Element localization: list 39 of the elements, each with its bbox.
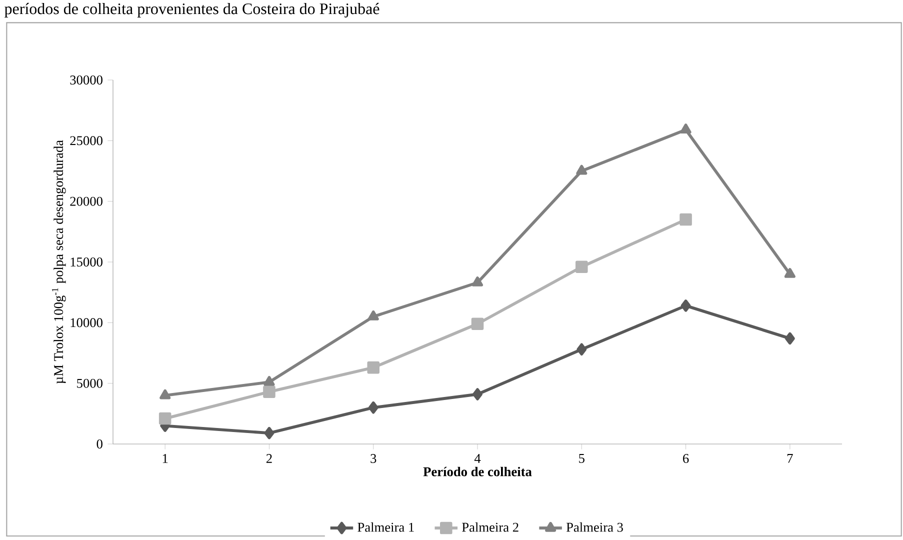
- point: [264, 376, 275, 386]
- point: [264, 426, 274, 440]
- point: [576, 164, 588, 175]
- legend-label: Palmeira 2: [462, 522, 518, 532]
- x-axis-title: Período de colheita: [423, 466, 532, 476]
- y-tick-label: 10000: [70, 318, 102, 328]
- chart-title: períodos de colheita provenientes da Costeira do Pirajubaé: [4, 2, 380, 18]
- y-tick-label: 20000: [70, 196, 102, 206]
- point: [472, 388, 482, 400]
- x-tick-label: 2: [266, 454, 272, 463]
- x-tick-label: 7: [787, 454, 793, 463]
- y-axis-title: µM Trolox 100g$^{-1}$ polpa seca desengordurada: [52, 140, 66, 384]
- point: [784, 332, 795, 345]
- point: [367, 361, 380, 374]
- y-tick-label: 25000: [70, 136, 102, 146]
- point: [680, 213, 692, 226]
- point: [158, 412, 172, 425]
- point: [576, 260, 588, 273]
- x-tick-label: 6: [683, 454, 689, 463]
- x-tick-label: 4: [474, 454, 481, 463]
- y-tick-label: 15000: [70, 258, 102, 266]
- point: [263, 386, 276, 398]
- point: [472, 276, 484, 286]
- x-tick-label: 3: [370, 454, 376, 463]
- legend-label: Palmeira 1: [358, 522, 414, 532]
- y-tick-label: 0: [96, 440, 102, 448]
- y-tick-label: 30000: [70, 76, 102, 84]
- point: [680, 124, 692, 134]
- x-tick-label: 1: [162, 454, 168, 463]
- point: [160, 389, 171, 400]
- point: [576, 343, 587, 356]
- x-tick-label: 5: [579, 454, 584, 463]
- point: [471, 318, 484, 330]
- y-tick-label: 5000: [77, 378, 102, 388]
- legend-label: Palmeira 3: [566, 522, 623, 532]
- point: [368, 401, 378, 414]
- point: [680, 300, 691, 312]
- point: [784, 268, 796, 278]
- point: [368, 310, 379, 320]
